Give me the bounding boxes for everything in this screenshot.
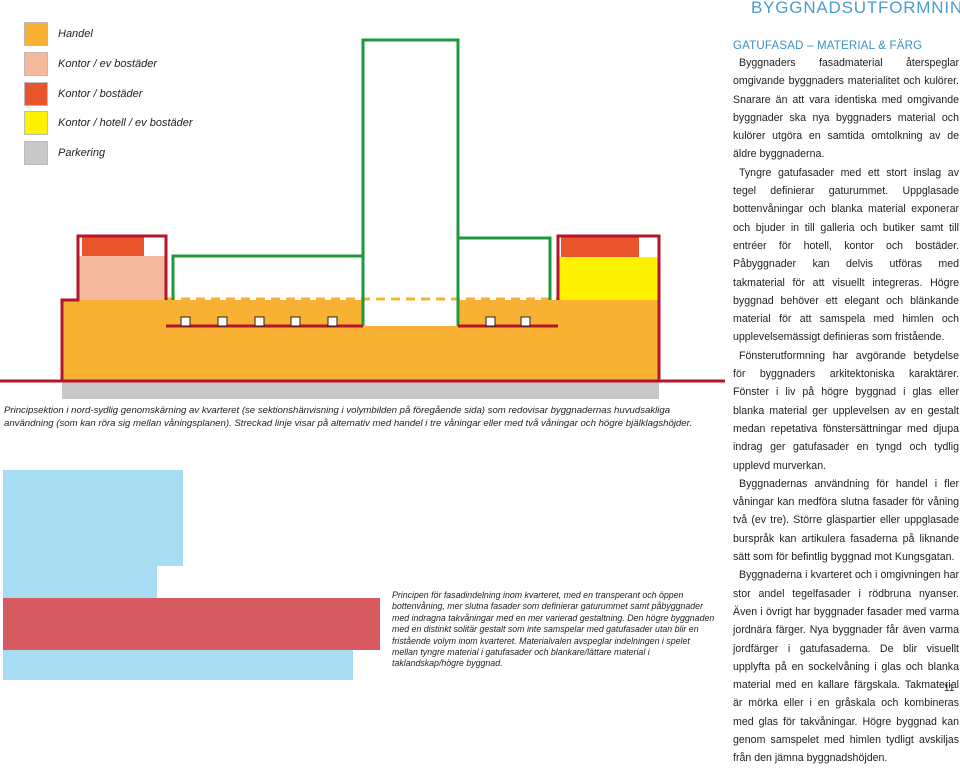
parking-level <box>62 381 659 399</box>
handel-upper-left <box>62 300 363 326</box>
legend-label: Kontor / ev bostäder <box>58 58 158 70</box>
handel-level <box>62 326 659 381</box>
legend-swatch <box>24 52 48 76</box>
legend-label: Kontor / bostäder <box>58 88 143 100</box>
legend-swatch <box>24 22 48 46</box>
window-marker <box>485 316 496 327</box>
tower-outline <box>361 38 460 326</box>
section-title: BYGGNADSUTFORMNING <box>751 0 960 17</box>
kontor-bostader-left <box>82 236 144 256</box>
body-text: Byggnaders fasadmaterial återspeglar omg… <box>733 54 959 768</box>
facade-glass-tower <box>3 470 183 566</box>
right-building-outline <box>556 234 661 381</box>
facade-glass-base <box>3 650 353 680</box>
legend-label: Handel <box>58 28 93 40</box>
facade-caption: Principen för fasadindelning inom kvarte… <box>392 590 715 669</box>
window-marker <box>180 316 191 327</box>
roof-extension-left-outline <box>171 254 363 300</box>
window-marker <box>327 316 338 327</box>
legend-label: Kontor / hotell / ev bostäder <box>58 117 193 129</box>
sub-heading: GATUFASAD – MATERIAL & FÄRG <box>733 40 923 52</box>
paragraph: Fönsterutformning har avgörande betydels… <box>733 349 959 472</box>
kontor-bostader-right <box>561 237 639 257</box>
legend-item-kontor-hotell: Kontor / hotell / ev bostäder <box>24 111 193 135</box>
section-caption: Principsektion i nord-sydlig genomskärni… <box>4 405 693 429</box>
paragraph: Byggnaderna i kvarteret och i omgivninge… <box>733 569 959 765</box>
paragraph: Byggnadernas användning för handel i fle… <box>733 477 959 564</box>
legend-item-parkering: Parkering <box>24 141 105 165</box>
legend-item-handel: Handel <box>24 22 93 46</box>
window-marker <box>217 316 228 327</box>
legend-swatch <box>24 141 48 165</box>
window-marker <box>520 316 531 327</box>
paragraph: Tyngre gatufasader med ett stort inslag … <box>733 166 959 344</box>
roof-extension-right-outline <box>458 236 552 300</box>
left-building-outline <box>60 234 168 381</box>
facade-glass-upper <box>3 566 157 598</box>
kontor-hotell-right <box>558 257 659 300</box>
section-drawing <box>0 38 725 680</box>
facade-brick-lower <box>3 598 380 650</box>
kontor-ev-bostader-left <box>78 256 166 300</box>
legend-label: Parkering <box>58 147 106 159</box>
paragraph: Byggnaders fasadmaterial återspeglar omg… <box>733 57 959 161</box>
page-number: 11 <box>944 683 955 694</box>
legend-swatch <box>24 82 48 106</box>
window-marker <box>290 316 301 327</box>
window-marker <box>254 316 265 327</box>
legend-item-kontor-bostader: Kontor / bostäder <box>24 82 142 106</box>
legend-swatch <box>24 111 48 135</box>
legend-item-kontor-ev-bostader: Kontor / ev bostäder <box>24 52 157 76</box>
